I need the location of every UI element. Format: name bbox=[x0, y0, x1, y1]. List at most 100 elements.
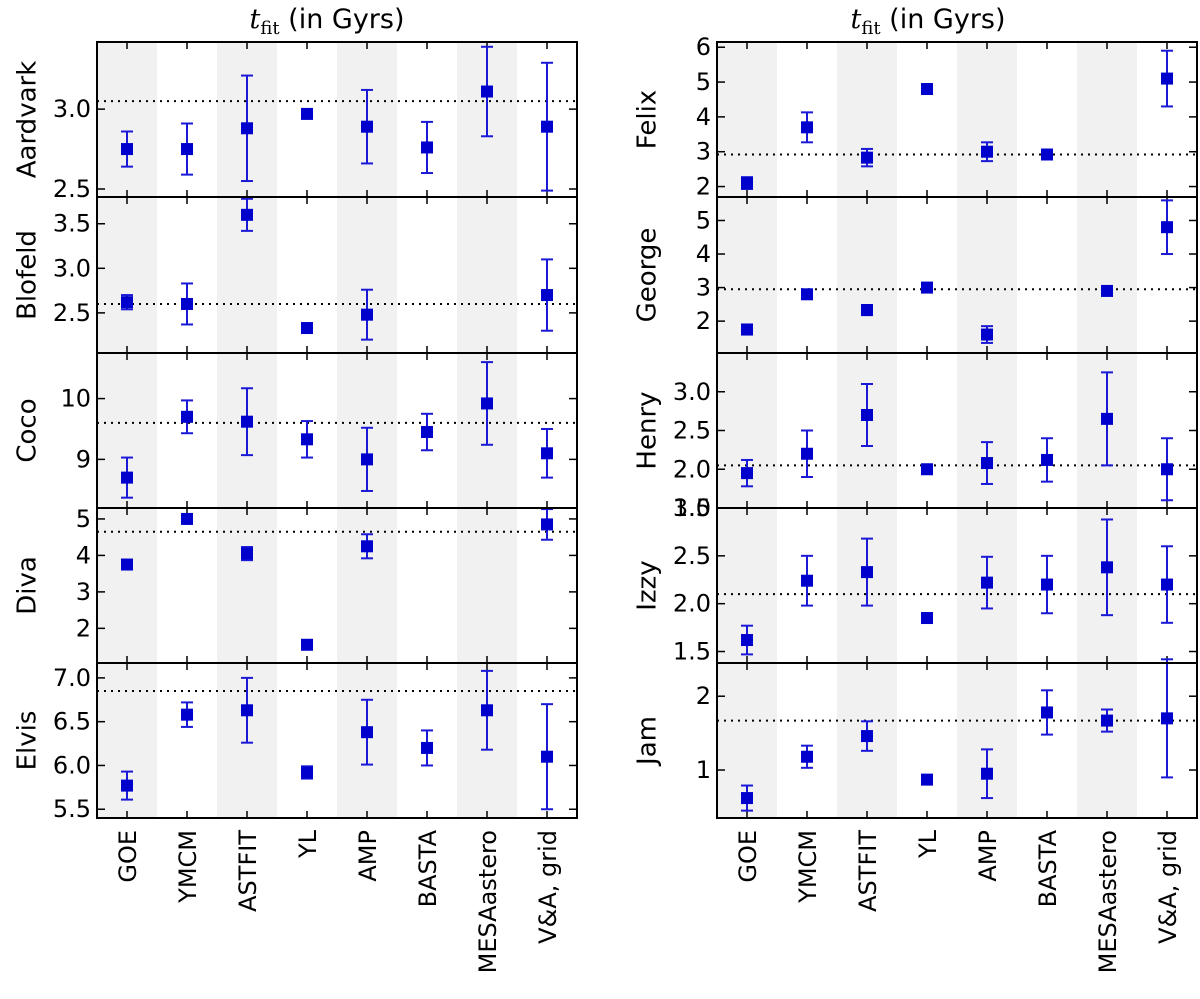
errorbar-jam-4 bbox=[981, 748, 993, 800]
data-point bbox=[241, 415, 253, 428]
star-label-diva: Diva bbox=[13, 556, 43, 615]
shade-band bbox=[457, 508, 517, 663]
y-tick-label: 2 bbox=[696, 682, 711, 710]
panel-jam: 1 2 Jam bbox=[633, 658, 1198, 819]
y-tick-label: 2.0 bbox=[673, 590, 711, 618]
data-point bbox=[1161, 578, 1173, 591]
errorbar-elvis-5 bbox=[421, 729, 433, 767]
data-point bbox=[541, 518, 553, 531]
errorbar-izzy-0 bbox=[741, 624, 753, 656]
y-tick-label: 2.0 bbox=[673, 455, 711, 483]
errorbar-coco-4 bbox=[361, 426, 373, 492]
data-point bbox=[421, 426, 433, 439]
star-label-coco: Coco bbox=[13, 398, 43, 462]
y-tick-label: 2.5 bbox=[673, 417, 711, 445]
data-point bbox=[741, 792, 753, 805]
y-tick-label: 5 bbox=[76, 505, 91, 533]
errorbar-diva-1 bbox=[181, 512, 193, 525]
panel-coco: 9 10 Coco bbox=[13, 352, 578, 509]
errorbar-elvis-1 bbox=[181, 701, 193, 728]
y-tick-label: 1.5 bbox=[673, 494, 711, 522]
data-point bbox=[1161, 463, 1173, 476]
right-title-symbol: t bbox=[850, 4, 861, 35]
errorbar-blofeld-3 bbox=[301, 322, 313, 335]
errorbar-george-4 bbox=[981, 325, 993, 344]
panel-george: 2 3 4 5 George bbox=[633, 196, 1198, 354]
y-tick-label: 5.5 bbox=[53, 795, 91, 823]
data-point bbox=[361, 120, 373, 133]
shade-band bbox=[1077, 663, 1137, 818]
y-tick-label: 7.0 bbox=[53, 664, 91, 692]
data-point bbox=[481, 397, 493, 410]
star-label-blofeld: Blofeld bbox=[13, 230, 43, 320]
errorbar-henry-4 bbox=[981, 441, 993, 485]
data-point bbox=[1041, 706, 1053, 719]
errorbar-george-0 bbox=[741, 323, 753, 336]
errorbar-felix-3 bbox=[921, 83, 933, 96]
y-tick-label: 2 bbox=[76, 614, 91, 642]
y-tick-label: 2 bbox=[696, 173, 711, 201]
errorbar-george-7 bbox=[1161, 199, 1173, 256]
star-label-george: George bbox=[633, 228, 663, 323]
errorbar-felix-2 bbox=[861, 147, 873, 168]
errorbar-diva-0 bbox=[121, 558, 133, 571]
errorbar-elvis-7 bbox=[541, 703, 553, 811]
data-point bbox=[181, 708, 193, 721]
errorbar-coco-3 bbox=[301, 420, 313, 459]
errorbar-izzy-2 bbox=[861, 537, 873, 607]
errorbar-blofeld-0 bbox=[121, 294, 133, 311]
data-point bbox=[801, 288, 813, 301]
data-point bbox=[121, 471, 133, 484]
x-label: GOE bbox=[734, 830, 762, 883]
x-label: AMP bbox=[354, 830, 382, 882]
right-column-title: tfit (in Gyrs) bbox=[850, 4, 1005, 39]
y-tick-label: 2.5 bbox=[673, 542, 711, 570]
data-point bbox=[801, 574, 813, 587]
star-label-henry: Henry bbox=[633, 391, 663, 469]
data-point bbox=[481, 85, 493, 98]
errorbar-diva-3 bbox=[301, 638, 313, 651]
errorbar-felix-1 bbox=[801, 111, 813, 144]
y-tick-label: 3.0 bbox=[673, 494, 711, 522]
errorbar-jam-5 bbox=[1041, 689, 1053, 736]
errorbar-jam-0 bbox=[741, 784, 753, 812]
y-tick-label: 2.5 bbox=[53, 299, 91, 327]
y-tick-label: 3 bbox=[696, 274, 711, 302]
data-point bbox=[361, 308, 373, 321]
x-label: YMCM bbox=[174, 830, 202, 904]
data-point bbox=[921, 83, 933, 96]
errorbar-henry-7 bbox=[1161, 437, 1173, 502]
y-tick-label: 3.5 bbox=[53, 210, 91, 238]
data-point bbox=[1101, 412, 1113, 425]
data-point bbox=[301, 766, 313, 779]
data-point bbox=[361, 540, 373, 553]
panel-aardvark: 2.5 3.0 Aardvark bbox=[13, 41, 578, 203]
x-label: YMCM bbox=[794, 830, 822, 904]
y-tick-label: 9 bbox=[76, 445, 91, 473]
data-point bbox=[921, 463, 933, 476]
left-title-suffix: (in Gyrs) bbox=[280, 4, 405, 35]
y-tick-label: 4 bbox=[696, 103, 711, 131]
errorbar-coco-2 bbox=[241, 387, 253, 457]
errorbar-diva-2 bbox=[241, 546, 253, 562]
y-tick-label: 10 bbox=[60, 385, 91, 413]
y-tick-label: 2 bbox=[696, 307, 711, 335]
errorbar-elvis-0 bbox=[121, 770, 133, 801]
errorbar-felix-5 bbox=[1041, 148, 1053, 161]
data-point bbox=[981, 767, 993, 780]
x-label: YL bbox=[914, 829, 942, 859]
data-point bbox=[921, 773, 933, 786]
errorbar-aardvark-6 bbox=[481, 45, 493, 138]
panel-diva: 2 3 4 5 Diva bbox=[13, 505, 578, 664]
data-point bbox=[861, 151, 873, 164]
y-tick-label: 5 bbox=[696, 206, 711, 234]
errorbar-henry-1 bbox=[801, 429, 813, 478]
data-point bbox=[541, 289, 553, 302]
data-point bbox=[1101, 561, 1113, 574]
errorbar-george-6 bbox=[1101, 284, 1113, 297]
data-point bbox=[1041, 148, 1053, 161]
data-point bbox=[921, 612, 933, 625]
panel-frame bbox=[716, 662, 1198, 819]
panel-henry: 1.5 2.0 2.5 3.0 Henry bbox=[633, 352, 1198, 522]
